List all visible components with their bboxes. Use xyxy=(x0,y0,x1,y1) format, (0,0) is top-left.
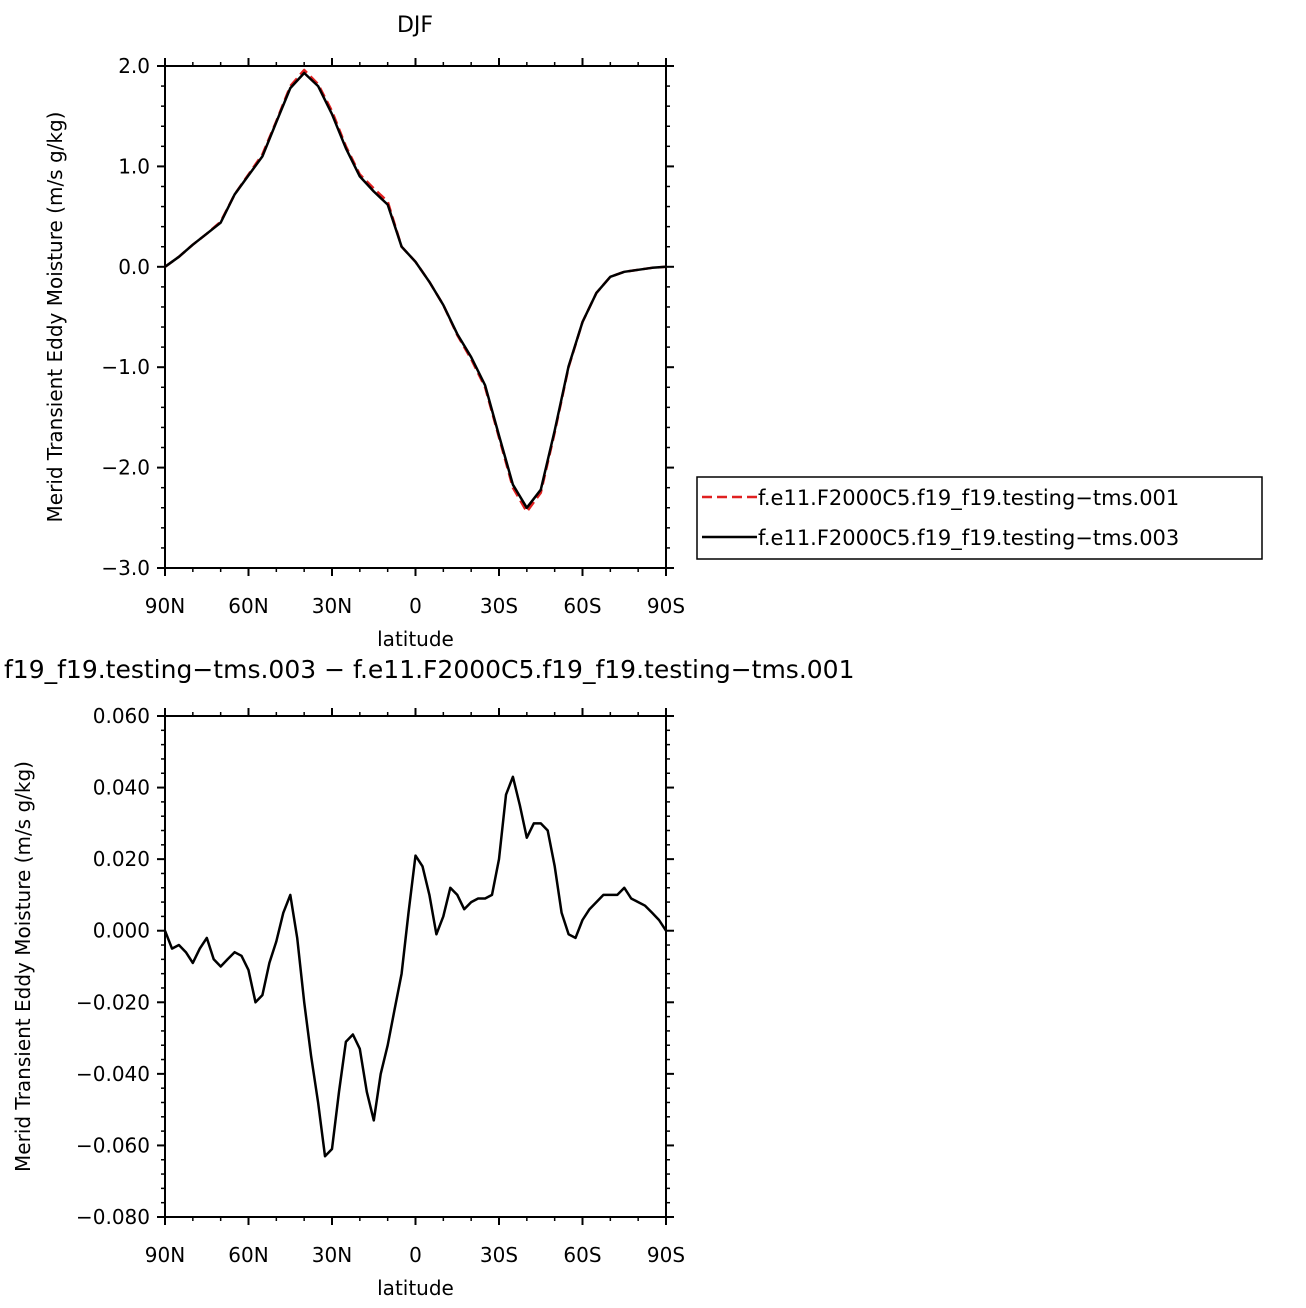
y-tick-label: −2.0 xyxy=(101,456,150,480)
y-tick-label: 0.020 xyxy=(93,847,150,871)
x-tick-label: 30S xyxy=(480,594,518,618)
series-line-2 xyxy=(164,71,667,510)
x-tick-label: 90N xyxy=(145,594,185,618)
plot-frame xyxy=(164,65,667,569)
chart-title: DJF xyxy=(397,13,433,38)
y-tick-label: −0.060 xyxy=(76,1133,150,1157)
y-tick-label: 2.0 xyxy=(118,54,150,78)
y-tick-label: 1.0 xyxy=(118,154,150,178)
series-line-1 xyxy=(163,775,668,1158)
y-tick-label: 0.0 xyxy=(118,255,150,279)
chart-title: f19_f19.testing−tms.003 − f.e11.F2000C5.… xyxy=(4,655,855,684)
x-axis-label: latitude xyxy=(377,627,454,651)
y-tick-label: 0.000 xyxy=(93,919,150,943)
y-tick-label: 0.060 xyxy=(93,704,150,728)
x-tick-label: 30N xyxy=(312,594,352,618)
chart-panel-1: DJF 90N 60N 30N 0 30S 60S 90S 2.0 1.0 0.0 −1.0 −2.0 −… xyxy=(43,13,1263,651)
y-axis-label: Merid Transient Eddy Moisture (m/s g/kg) xyxy=(11,761,35,1172)
y-tick-label: −0.020 xyxy=(76,990,150,1014)
chart-panel-2: f19_f19.testing−tms.003 − f.e11.F2000C5.… xyxy=(4,655,855,1300)
x-tick-label: 0 xyxy=(409,1243,422,1267)
series-line-1 xyxy=(164,68,667,514)
x-tick-label: 60S xyxy=(563,1243,601,1267)
y-tick-label: −3.0 xyxy=(101,556,150,580)
y-tick-label: 0.040 xyxy=(93,776,150,800)
x-tick-label: 60S xyxy=(563,594,601,618)
x-tick-label: 90S xyxy=(647,1243,685,1267)
x-tick-label: 30N xyxy=(312,1243,352,1267)
plot-frame xyxy=(164,715,667,1218)
x-tick-label: 60N xyxy=(228,594,268,618)
y-axis-label: Merid Transient Eddy Moisture (m/s g/kg) xyxy=(43,112,67,523)
legend: f.e11.F2000C5.f19_f19.testing−tms.001 f.e… xyxy=(696,476,1263,560)
legend-label-2: f.e11.F2000C5.f19_f19.testing−tms.003 xyxy=(758,526,1179,551)
x-tick-label: 60N xyxy=(228,1243,268,1267)
x-tick-label: 0 xyxy=(409,594,422,618)
x-tick-label: 90S xyxy=(647,594,685,618)
x-tick-label: 30S xyxy=(480,1243,518,1267)
x-axis-label: latitude xyxy=(377,1276,454,1300)
x-tick-label: 90N xyxy=(145,1243,185,1267)
y-tick-label: −1.0 xyxy=(101,355,150,379)
y-tick-label: −0.040 xyxy=(76,1062,150,1086)
legend-box xyxy=(696,476,1263,560)
y-tick-label: −0.080 xyxy=(76,1205,150,1229)
legend-label-1: f.e11.F2000C5.f19_f19.testing−tms.001 xyxy=(758,486,1179,511)
